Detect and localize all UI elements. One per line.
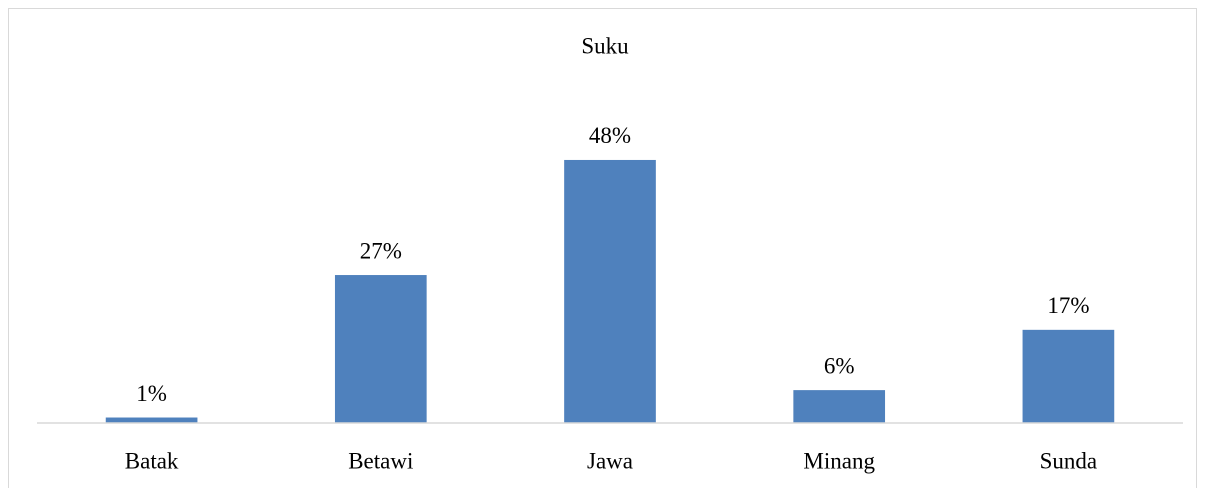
x-tick-label: Batak (125, 448, 179, 473)
x-tick-label: Minang (803, 448, 875, 473)
bar (1022, 329, 1115, 423)
bar (793, 390, 886, 423)
data-label: 27% (360, 238, 402, 263)
chart-title: Suku (581, 33, 629, 58)
data-label: 17% (1047, 293, 1089, 318)
data-label: 1% (136, 381, 167, 406)
bar (564, 159, 656, 423)
bar (105, 417, 198, 423)
data-label: 6% (824, 353, 855, 378)
bar (334, 275, 427, 423)
x-tick-label: Betawi (348, 448, 413, 473)
data-label: 48% (589, 123, 631, 148)
x-tick-label: Sunda (1040, 448, 1098, 473)
x-tick-label: Jawa (587, 448, 633, 473)
chart-frame (8, 8, 1197, 488)
